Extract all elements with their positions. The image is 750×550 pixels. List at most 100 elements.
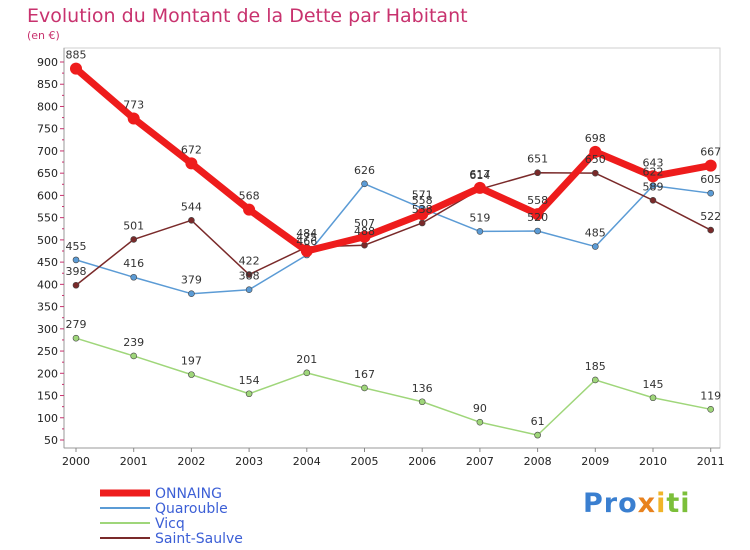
y-tick-label: 550: [37, 212, 58, 225]
y-tick-label: 500: [37, 234, 58, 247]
proxiti-logo: Proxiti: [583, 488, 691, 519]
data-point: [130, 352, 137, 360]
data-point: [534, 431, 541, 439]
data-label: 885: [66, 49, 87, 62]
data-label: 239: [123, 336, 144, 349]
series-line-quarouble: [75, 183, 712, 295]
y-tick-label: 200: [37, 367, 58, 380]
data-point: [591, 169, 599, 177]
data-point: [361, 180, 368, 188]
chart-unit: (en €): [27, 29, 60, 42]
data-label: 558: [412, 194, 433, 207]
x-tick-label: 2010: [639, 455, 667, 468]
data-point: [72, 334, 80, 342]
data-point: [707, 226, 715, 234]
data-label: 544: [181, 200, 202, 213]
data-point: [188, 290, 195, 297]
data-point: [704, 159, 717, 172]
legend-label-quarouble: Quarouble: [155, 501, 228, 517]
chart-title: Evolution du Montant de la Dette par Hab…: [27, 5, 468, 27]
data-point: [418, 219, 426, 227]
data-label: 279: [66, 318, 87, 331]
data-label: 651: [527, 153, 548, 166]
y-tick-label: 150: [37, 390, 58, 403]
data-point: [589, 145, 602, 158]
data-label: 571: [412, 188, 433, 201]
data-point: [649, 394, 657, 402]
data-label: 388: [239, 270, 260, 283]
data-label: 379: [181, 274, 202, 287]
data-point: [591, 376, 599, 384]
x-tick-label: 2001: [120, 455, 148, 468]
data-point: [649, 182, 657, 189]
data-point: [534, 227, 541, 235]
x-tick-label: 2000: [62, 455, 90, 468]
series-line-vicq: [75, 337, 712, 436]
data-point: [188, 371, 195, 378]
series-line-onnaing: [72, 65, 715, 255]
data-point: [127, 112, 140, 125]
data-label: 626: [354, 164, 375, 177]
y-tick-label: 800: [37, 100, 58, 113]
data-point: [591, 243, 599, 250]
data-label: 617: [469, 168, 490, 181]
data-label: 119: [700, 389, 721, 402]
data-label: 485: [585, 227, 606, 240]
data-label: 558: [527, 194, 548, 207]
data-point: [476, 418, 484, 426]
data-label: 455: [66, 240, 87, 253]
x-tick-label: 2004: [293, 455, 321, 468]
data-label: 538: [412, 203, 433, 216]
data-label: 672: [181, 143, 202, 156]
y-tick-label: 750: [37, 123, 58, 136]
data-point: [358, 230, 371, 243]
y-tick-label: 900: [37, 56, 58, 69]
data-point: [361, 241, 368, 249]
y-tick-label: 850: [37, 78, 58, 91]
data-point: [534, 169, 541, 177]
data-point: [243, 203, 256, 216]
data-point: [72, 256, 80, 264]
data-label: 61: [531, 415, 545, 428]
data-label: 667: [700, 146, 721, 159]
data-label: 466: [296, 235, 317, 248]
legend-label-vicq: Vicq: [155, 516, 185, 532]
y-tick-label: 650: [37, 167, 58, 180]
data-point: [361, 384, 368, 392]
data-point: [707, 406, 715, 413]
y-tick-label: 100: [37, 412, 58, 425]
data-label: 484: [296, 227, 317, 240]
data-label: 136: [412, 382, 433, 395]
data-label: 568: [239, 190, 260, 203]
y-tick-label: 600: [37, 189, 58, 202]
data-point: [473, 181, 486, 194]
data-point: [303, 369, 311, 377]
y-tick-label: 350: [37, 301, 58, 314]
data-point: [130, 273, 137, 281]
data-label: 643: [643, 156, 664, 169]
data-point: [185, 157, 198, 170]
data-label: 475: [296, 231, 317, 244]
data-point: [476, 228, 484, 235]
x-tick-label: 2007: [466, 455, 494, 468]
data-label: 520: [527, 211, 548, 224]
y-tick-label: 400: [37, 278, 58, 291]
x-tick-label: 2008: [524, 455, 552, 468]
data-label: 614: [469, 169, 490, 182]
x-tick-label: 2006: [408, 455, 436, 468]
data-point: [707, 189, 715, 197]
data-label: 185: [585, 360, 606, 373]
y-tick-label: 450: [37, 256, 58, 269]
x-tick-label: 2003: [235, 455, 263, 468]
data-point: [70, 62, 82, 75]
data-point: [245, 271, 253, 278]
data-point: [245, 390, 253, 398]
data-label: 507: [354, 217, 375, 230]
y-tick-label: 50: [44, 434, 58, 447]
legend-label-onnaing: ONNAING: [155, 486, 222, 502]
data-point: [416, 208, 429, 221]
data-label: 501: [123, 219, 144, 232]
data-point: [130, 236, 137, 243]
data-point: [647, 170, 659, 183]
